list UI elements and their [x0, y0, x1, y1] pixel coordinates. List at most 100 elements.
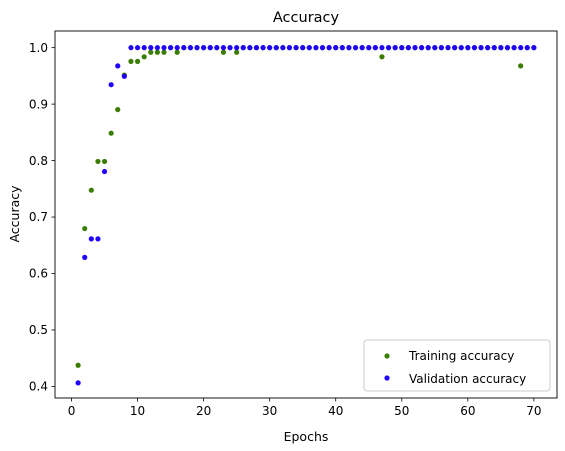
validation-point [247, 45, 253, 51]
validation-point [280, 45, 286, 51]
validation-point [372, 45, 378, 51]
legend-label-training: Training accuracy [408, 349, 514, 363]
validation-point [187, 45, 194, 51]
training-point [95, 158, 101, 165]
y-tick-label: 0.9 [29, 97, 48, 111]
validation-point [359, 45, 365, 51]
validation-point [412, 45, 418, 51]
legend: Training accuracy Validation accuracy [363, 339, 551, 392]
legend-marker-training [384, 353, 390, 359]
validation-point [366, 45, 372, 51]
training-point [115, 106, 121, 113]
validation-point [134, 45, 141, 51]
chart-title: Accuracy [273, 10, 340, 26]
validation-point [346, 45, 352, 51]
validation-point [379, 45, 385, 51]
x-tick-label: 10 [130, 404, 145, 418]
y-tick-label: 0.5 [29, 323, 48, 337]
legend-label-validation: Validation accuracy [409, 372, 526, 386]
validation-point [418, 45, 425, 51]
validation-point [234, 45, 240, 51]
plot-frame [54, 30, 558, 399]
x-tick-label: 60 [460, 404, 475, 418]
training-point [379, 54, 385, 60]
validation-point [154, 45, 160, 51]
validation-point [220, 45, 227, 51]
validation-point [174, 45, 180, 51]
legend-box [363, 339, 551, 392]
validation-point [352, 45, 359, 51]
validation-point [286, 45, 293, 51]
validation-point [82, 254, 88, 260]
validation-point [405, 45, 411, 51]
training-point [154, 49, 160, 55]
validation-point [478, 45, 484, 51]
validation-point [95, 236, 101, 242]
validation-point [392, 45, 398, 51]
validation-point [240, 45, 246, 51]
validation-point [108, 82, 114, 88]
validation-point [399, 45, 405, 51]
validation-point [201, 45, 207, 51]
y-tick-label: 0.4 [29, 380, 48, 394]
x-tick-label: 50 [394, 404, 409, 418]
validation-point [141, 45, 147, 51]
series-validation [75, 45, 537, 386]
validation-point [161, 45, 167, 51]
validation-point [148, 45, 154, 51]
validation-point [491, 45, 497, 51]
training-point [161, 49, 167, 55]
validation-point [260, 45, 266, 51]
validation-point [121, 73, 127, 79]
training-point [234, 49, 240, 55]
validation-point [88, 236, 94, 242]
validation-point [214, 45, 220, 51]
training-point [108, 130, 114, 136]
x-tick-label: 20 [196, 404, 211, 418]
training-point [134, 58, 141, 64]
series-training [75, 45, 537, 368]
validation-point [273, 45, 279, 51]
validation-point [498, 45, 504, 51]
validation-point [339, 45, 345, 51]
validation-point [471, 45, 478, 51]
validation-point [333, 45, 339, 51]
x-tick-label: 70 [526, 404, 541, 418]
validation-point [319, 45, 326, 51]
y-tick-label: 0.7 [29, 210, 48, 224]
validation-point [465, 45, 471, 51]
training-point [101, 158, 108, 165]
x-tick-label: 40 [328, 404, 343, 418]
training-point [141, 54, 147, 60]
validation-point [306, 45, 312, 51]
validation-point [253, 45, 260, 51]
training-point [148, 49, 154, 55]
validation-point [511, 45, 517, 51]
validation-point [300, 45, 306, 51]
validation-point [485, 45, 491, 51]
plot-series [75, 45, 537, 386]
y-axis-ticks: 0.4 0.5 0.6 0.7 0.8 0.9 1.0 [29, 41, 55, 394]
validation-point [101, 168, 108, 175]
x-tick-label: 30 [262, 404, 277, 418]
training-point [75, 362, 81, 368]
y-tick-label: 0.8 [29, 154, 48, 168]
validation-point [531, 45, 537, 51]
validation-point [385, 45, 392, 51]
x-tick-label: 0 [68, 404, 76, 418]
validation-point [181, 45, 187, 51]
validation-point [438, 45, 445, 51]
validation-point [75, 380, 81, 386]
validation-point [227, 45, 233, 51]
training-point [128, 58, 134, 64]
validation-point [432, 45, 438, 51]
x-axis-ticks: 0 10 20 30 40 50 60 70 [68, 398, 542, 418]
validation-point [504, 45, 511, 51]
validation-point [293, 45, 299, 51]
y-tick-label: 1.0 [29, 41, 48, 55]
training-point [82, 225, 88, 232]
validation-point [207, 45, 213, 51]
training-point [174, 49, 180, 55]
y-axis-label: Accuracy [7, 185, 22, 243]
